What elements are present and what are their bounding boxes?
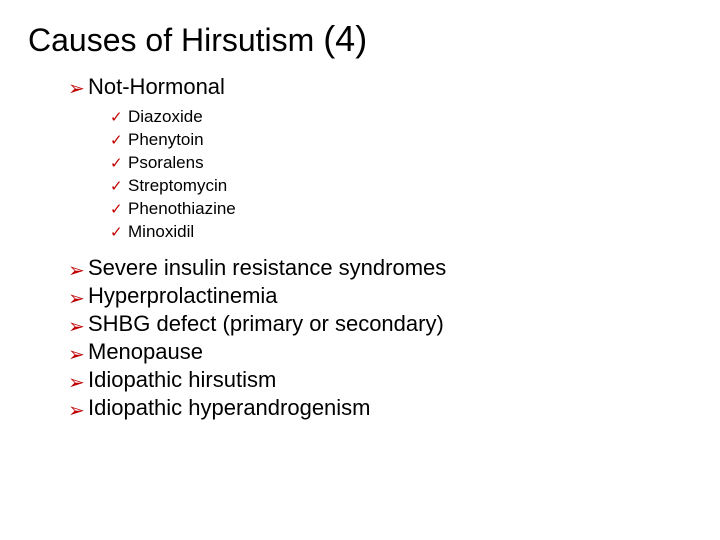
check-bullet-icon: ✓ (110, 200, 128, 220)
list-item: ✓ Minoxidil (110, 221, 686, 244)
section-not-hormonal: ➢ Not-Hormonal (68, 74, 686, 100)
item-label: Hyperprolactinemia (88, 282, 278, 310)
title-number: (4) (323, 18, 367, 59)
item-label: Menopause (88, 338, 203, 366)
list-item: ✓ Psoralens (110, 152, 686, 175)
arrow-bullet-icon: ➢ (68, 401, 88, 421)
item-label: Minoxidil (128, 221, 194, 244)
item-label: Idiopathic hirsutism (88, 366, 276, 394)
arrow-bullet-icon: ➢ (68, 261, 88, 281)
item-label: Severe insulin resistance syndromes (88, 254, 446, 282)
item-label: Idiopathic hyperandrogenism (88, 394, 371, 422)
list-item: ✓ Streptomycin (110, 175, 686, 198)
item-label: Phenytoin (128, 129, 204, 152)
check-bullet-icon: ✓ (110, 131, 128, 151)
arrow-bullet-icon: ➢ (68, 373, 88, 393)
list-item: ✓ Diazoxide (110, 106, 686, 129)
list-item: ➢ Not-Hormonal (68, 74, 686, 100)
arrow-bullet-icon: ➢ (68, 79, 88, 99)
check-bullet-icon: ✓ (110, 108, 128, 128)
section-heading: Not-Hormonal (88, 74, 225, 100)
list-item: ➢ SHBG defect (primary or secondary) (68, 310, 686, 338)
arrow-bullet-icon: ➢ (68, 289, 88, 309)
list-item: ➢ Severe insulin resistance syndromes (68, 254, 686, 282)
slide: Causes of Hirsutism (4) ➢ Not-Hormonal ✓… (0, 0, 720, 540)
list-item: ✓ Phenothiazine (110, 198, 686, 221)
slide-title: Causes of Hirsutism (4) (28, 18, 686, 60)
check-bullet-icon: ✓ (110, 154, 128, 174)
item-label: Phenothiazine (128, 198, 236, 221)
item-label: Psoralens (128, 152, 204, 175)
item-label: Diazoxide (128, 106, 203, 129)
sublist-not-hormonal: ✓ Diazoxide ✓ Phenytoin ✓ Psoralens ✓ St… (110, 106, 686, 244)
title-text: Causes of Hirsutism (28, 22, 323, 58)
list-item: ➢ Idiopathic hyperandrogenism (68, 394, 686, 422)
check-bullet-icon: ✓ (110, 223, 128, 243)
list-item: ✓ Phenytoin (110, 129, 686, 152)
item-label: Streptomycin (128, 175, 227, 198)
list-item: ➢ Hyperprolactinemia (68, 282, 686, 310)
item-label: SHBG defect (primary or secondary) (88, 310, 444, 338)
arrow-bullet-icon: ➢ (68, 345, 88, 365)
list-item: ➢ Menopause (68, 338, 686, 366)
check-bullet-icon: ✓ (110, 177, 128, 197)
list-item: ➢ Idiopathic hirsutism (68, 366, 686, 394)
section-other-causes: ➢ Severe insulin resistance syndromes ➢ … (68, 254, 686, 423)
arrow-bullet-icon: ➢ (68, 317, 88, 337)
